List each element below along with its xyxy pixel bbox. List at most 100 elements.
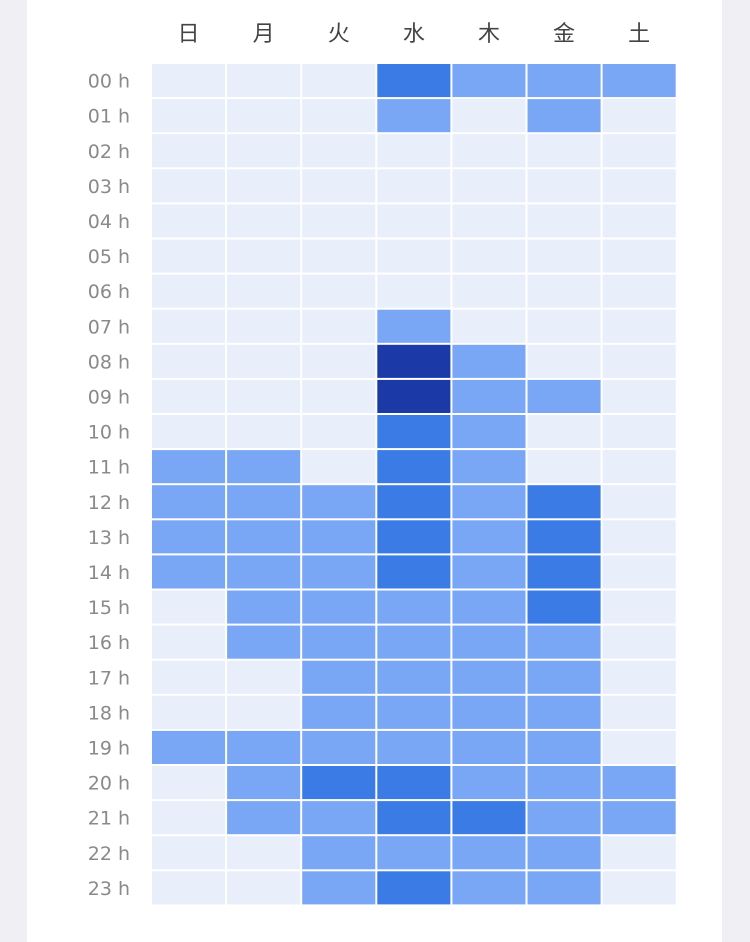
- heatmap-cell: [527, 415, 601, 449]
- heatmap-cell: [602, 379, 676, 413]
- heatmap-cell: [527, 695, 601, 729]
- day-label: 土: [628, 22, 650, 47]
- heatmap-cell: [452, 344, 526, 378]
- heatmap-cell: [602, 344, 676, 378]
- heatmap-cell: [602, 99, 676, 133]
- day-label: 金: [553, 22, 575, 47]
- heatmap-cell: [377, 520, 451, 554]
- heatmap-cell: [452, 730, 526, 764]
- chart-card: 日 月 火 水 木 金 土 00 h 01 h 02 h 03 h 04 h 05 h 06 h 07 h…: [27, 0, 722, 942]
- heatmap-cell: [302, 801, 376, 835]
- heatmap-cell: [527, 871, 601, 905]
- heatmap-cell: [602, 169, 676, 203]
- heatmap-cell: [602, 64, 676, 98]
- heatmap-cell: [302, 344, 376, 378]
- heatmap-cell: [452, 274, 526, 308]
- hour-label: 23 h: [88, 878, 130, 900]
- hour-label: 14 h: [88, 562, 130, 584]
- heatmap-cell: [377, 625, 451, 659]
- day-label: 水: [403, 22, 425, 47]
- heatmap-cell: [452, 134, 526, 168]
- heatmap-cell: [602, 450, 676, 484]
- heatmap-cell: [377, 836, 451, 870]
- hour-label: 00 h: [88, 71, 130, 93]
- heatmap-cell: [377, 134, 451, 168]
- heatmap-cell: [452, 450, 526, 484]
- heatmap-cell: [227, 450, 301, 484]
- heatmap-cell: [227, 99, 301, 133]
- heatmap-cell: [377, 379, 451, 413]
- heatmap-cell: [602, 590, 676, 624]
- heatmap-cell: [227, 836, 301, 870]
- heatmap-cell: [227, 309, 301, 343]
- heatmap-cell: [377, 274, 451, 308]
- heatmap-cell: [227, 801, 301, 835]
- heatmap-cell: [602, 695, 676, 729]
- heatmap-cell: [377, 730, 451, 764]
- day-label: 木: [478, 22, 500, 47]
- heatmap-cell: [602, 134, 676, 168]
- heatmap-cell: [527, 766, 601, 800]
- hour-label: 01 h: [88, 106, 130, 128]
- heatmap-cell: [302, 64, 376, 98]
- heatmap-cell: [302, 169, 376, 203]
- heatmap-cell: [227, 485, 301, 519]
- heatmap-cell: [452, 99, 526, 133]
- heatmap-cell: [377, 169, 451, 203]
- heatmap-cell: [152, 695, 226, 729]
- heatmap-cell: [152, 801, 226, 835]
- heatmap-cell: [452, 64, 526, 98]
- heatmap-cell: [602, 625, 676, 659]
- heatmap-cell: [152, 660, 226, 694]
- hour-label: 12 h: [88, 492, 130, 514]
- heatmap-cell: [227, 590, 301, 624]
- heatmap-cell: [602, 555, 676, 589]
- heatmap-cell: [152, 450, 226, 484]
- hour-label: 16 h: [88, 632, 130, 654]
- heatmap-cell: [302, 695, 376, 729]
- hour-label: 22 h: [88, 843, 130, 865]
- heatmap-cell: [302, 415, 376, 449]
- heatmap-cell: [377, 871, 451, 905]
- heatmap-cell: [377, 450, 451, 484]
- heatmap-cell: [527, 309, 601, 343]
- heatmap-cell: [152, 204, 226, 238]
- heatmap-cell: [452, 520, 526, 554]
- heatmap-cell: [527, 625, 601, 659]
- heatmap-cell: [377, 309, 451, 343]
- heatmap-cell: [302, 204, 376, 238]
- heatmap-cell: [302, 134, 376, 168]
- heatmap-cell: [452, 660, 526, 694]
- heatmap-cell: [302, 871, 376, 905]
- hour-label: 13 h: [88, 527, 130, 549]
- heatmap-cell: [602, 801, 676, 835]
- heatmap-cell: [152, 274, 226, 308]
- heatmap-cell: [602, 766, 676, 800]
- heatmap-cell: [602, 660, 676, 694]
- heatmap-cell: [602, 274, 676, 308]
- heatmap-cell: [377, 204, 451, 238]
- heatmap-cell: [152, 730, 226, 764]
- heatmap-cell: [377, 344, 451, 378]
- heatmap-cell: [377, 99, 451, 133]
- heatmap-cell: [377, 64, 451, 98]
- heatmap-cell: [152, 485, 226, 519]
- heatmap-cell: [152, 239, 226, 273]
- heatmap-cell: [602, 836, 676, 870]
- heatmap-cell: [452, 766, 526, 800]
- heatmap-cell: [152, 766, 226, 800]
- heatmap-cell: [452, 625, 526, 659]
- heatmap-cell: [377, 590, 451, 624]
- hour-label: 02 h: [88, 141, 130, 163]
- heatmap-cell: [152, 625, 226, 659]
- heatmap-cell: [527, 520, 601, 554]
- heatmap-chart: 日 月 火 水 木 金 土 00 h 01 h 02 h 03 h 04 h 05 h 06 h 07 h…: [88, 22, 676, 905]
- heatmap-cell: [602, 239, 676, 273]
- hour-label: 06 h: [88, 281, 130, 303]
- heatmap-cell: [452, 871, 526, 905]
- heatmap-cell: [602, 415, 676, 449]
- heatmap-cell: [452, 590, 526, 624]
- heatmap-cell: [377, 239, 451, 273]
- heatmap-cell: [302, 836, 376, 870]
- heatmap-cell: [527, 555, 601, 589]
